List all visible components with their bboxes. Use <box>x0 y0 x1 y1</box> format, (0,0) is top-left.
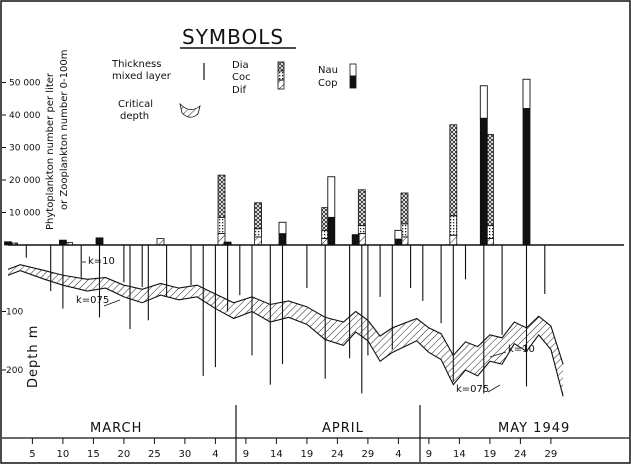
legend-coc-swatch <box>277 70 285 81</box>
y-ticks-lower: 100 200 <box>2 308 23 376</box>
curve-label-leader-2 <box>103 299 121 307</box>
critical-depth-k10-line <box>7 264 564 365</box>
month-march: MARCH <box>90 421 142 436</box>
zoo-bar-cop <box>4 241 12 246</box>
xtick-label: 10 <box>57 449 70 460</box>
month-may: MAY 1949 <box>498 421 570 436</box>
xtick-label: 24 <box>514 449 527 460</box>
xtick-label: 30 <box>179 449 192 460</box>
phyto-bar-dif <box>449 234 458 246</box>
curve-label-k10-left: k=10 <box>88 256 115 267</box>
zoo-bar-nau <box>522 78 531 109</box>
bars-group <box>4 78 531 246</box>
curve-label-k075-right: k=075 <box>456 384 489 395</box>
legend-thickness-label-2: mixed layer <box>112 71 172 82</box>
curve-label-k075-left: k=075 <box>76 295 109 306</box>
ylabel-zoo: or Zooplankton number 0-100m <box>59 50 70 210</box>
ytick-label-lower: 100 <box>6 308 23 318</box>
phyto-bar-dif <box>254 236 263 246</box>
zoo-bar-cop <box>59 239 67 246</box>
phyto-bar-dif <box>156 238 165 246</box>
phyto-bar-coc <box>217 216 226 235</box>
legend: Thickness mixed layer Critical depth Dia… <box>111 59 357 122</box>
xtick-label: 20 <box>118 449 131 460</box>
legend-nau-label: Nau <box>318 65 338 76</box>
xtick-label: 29 <box>362 449 375 460</box>
xtick-label: 14 <box>270 449 283 460</box>
curve-label-leader-3 <box>489 351 507 358</box>
legend-critical-label-2: depth <box>120 111 149 122</box>
xtick-label: 4 <box>395 449 401 460</box>
critical-depth-curves <box>7 264 564 397</box>
ylabel-phyto: Phytoplankton number per liter <box>45 72 56 230</box>
ylabel-depth: Depth m <box>26 325 41 388</box>
zoo-bar-nau <box>327 176 336 218</box>
critical-depth-k075-line <box>7 269 564 397</box>
xtick-label: 19 <box>301 449 314 460</box>
ytick-label-upper: 50 000 <box>9 79 41 89</box>
zoo-bar-cop <box>479 117 488 246</box>
zoo-bar-cop <box>95 237 104 246</box>
zoo-bar-cop <box>351 234 360 246</box>
xtick-label: 25 <box>148 449 161 460</box>
phyto-bar-coc <box>254 228 263 238</box>
xtick-label: 19 <box>484 449 497 460</box>
zoo-bar-nau <box>278 221 287 235</box>
phyto-bar-dia <box>357 189 366 226</box>
xtick-label: 14 <box>453 449 466 460</box>
zoo-bar-cop <box>394 238 403 246</box>
phyto-bar-dia <box>400 192 409 225</box>
xtick-label: 24 <box>331 449 344 460</box>
ytick-label-upper: 30 000 <box>9 144 41 154</box>
ytick-label-upper: 10 000 <box>9 209 41 219</box>
legend-cop-swatch <box>349 75 357 89</box>
zoo-bar-cop <box>327 216 336 246</box>
legend-dif-label: Dif <box>232 85 246 96</box>
chart-title: SYMBOLS <box>182 25 284 49</box>
xtick-label: 4 <box>212 449 218 460</box>
legend-critical-symbol <box>179 102 201 118</box>
legend-coc-label: Coc <box>232 72 251 83</box>
zoo-bar-cop <box>223 241 232 246</box>
legend-critical-label: Critical <box>118 99 153 110</box>
phyto-bar-dia <box>254 202 263 230</box>
zoo-bar-cop <box>522 108 531 246</box>
ytick-label-upper: 20 000 <box>9 176 41 186</box>
phyto-bar-dia <box>449 124 458 217</box>
legend-nau-swatch <box>349 63 357 77</box>
phyto-bar-coc <box>449 215 458 236</box>
ytick-label-lower: 200 <box>6 366 23 376</box>
legend-thickness-label: Thickness <box>111 59 161 70</box>
xtick-label: 9 <box>243 449 249 460</box>
xtick-label: 15 <box>87 449 100 460</box>
phyto-bar-coc <box>357 225 366 235</box>
critical-depth-band <box>8 264 564 397</box>
zoo-bar-cop <box>278 233 287 246</box>
ytick-label-upper: 40 000 <box>9 111 41 121</box>
zoo-bar-nau <box>394 229 403 240</box>
xtick-label: 9 <box>426 449 432 460</box>
phyto-bar-dia <box>217 174 226 218</box>
legend-dia-swatch <box>277 61 285 72</box>
legend-dif-swatch <box>277 79 285 90</box>
x-ticks: 5 10 15 20 25 30 4 9 14 19 24 29 4 9 14 19 24 29 <box>29 438 557 460</box>
curve-label-leader-4 <box>487 384 501 393</box>
zoo-bar-nau <box>479 85 488 119</box>
legend-cop-label: Cop <box>318 78 337 89</box>
month-april: APRIL <box>322 421 364 436</box>
legend-dia-label: Dia <box>232 60 249 71</box>
depth-group <box>25 245 546 394</box>
curve-label-k10-right: k=10 <box>508 344 535 355</box>
y-ticks-upper: 10 000 20 000 30 000 40 000 50 000 <box>2 79 41 219</box>
xtick-label: 29 <box>545 449 558 460</box>
xtick-label: 5 <box>29 449 35 460</box>
